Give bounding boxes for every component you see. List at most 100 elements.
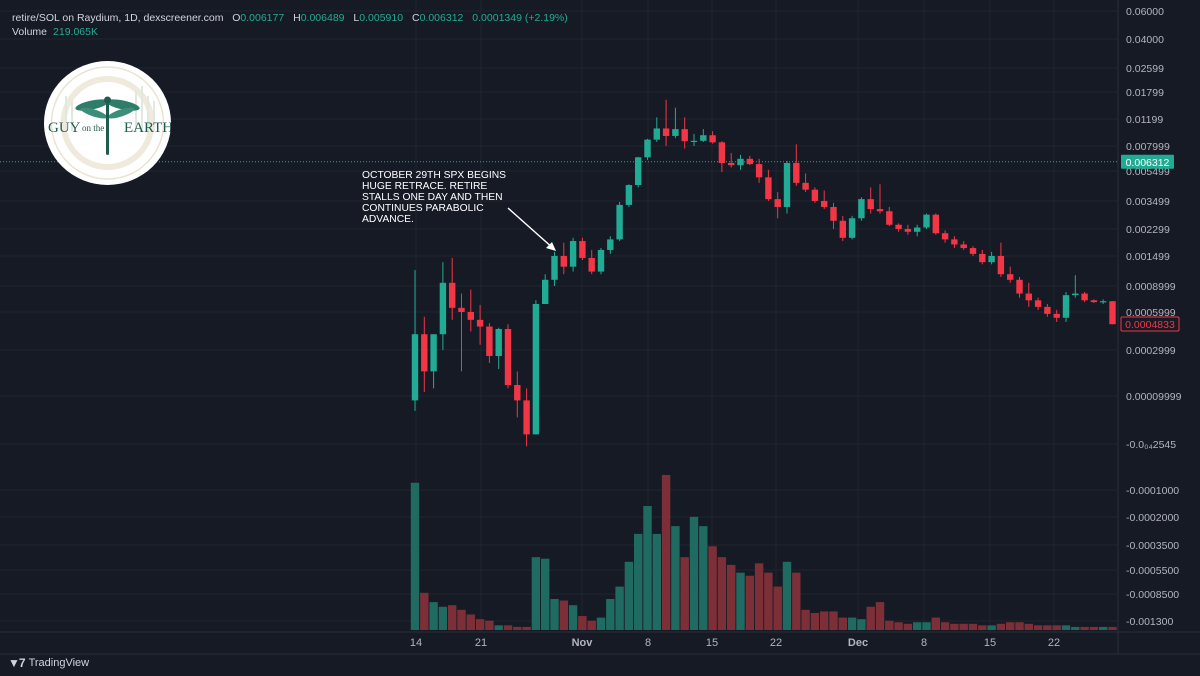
volume-bar — [429, 602, 438, 630]
price-axis-label: -0.0₀₄2545 — [1126, 439, 1176, 451]
volume-bar — [820, 611, 829, 630]
candle-body — [718, 142, 726, 163]
current-price-badge-bg — [1120, 316, 1180, 332]
candle-body — [1081, 293, 1088, 301]
price-axis-label: 0.04000 — [1126, 34, 1164, 46]
volume-bar — [448, 605, 457, 630]
time-axis-label: Nov — [572, 637, 594, 649]
volume-bar — [792, 572, 801, 630]
candle-down — [579, 237, 586, 261]
time-axis-label: 22 — [770, 637, 782, 649]
candle-body — [644, 139, 651, 158]
candle-body — [690, 140, 698, 142]
volume-bar — [922, 622, 931, 630]
close-label: C — [411, 12, 420, 24]
candle-up — [783, 160, 791, 214]
volume-bar — [494, 625, 503, 630]
candle-down — [421, 316, 428, 393]
volume-bar — [578, 616, 587, 630]
volume-bar — [764, 572, 773, 630]
tradingview-logo-icon: ▼7 — [8, 656, 26, 670]
candle-body — [523, 400, 530, 435]
volume-bar — [457, 609, 466, 630]
low-label: L — [353, 12, 360, 24]
volume-bar — [587, 620, 596, 630]
volume-bar — [996, 623, 1006, 630]
candle-down — [514, 371, 521, 418]
annotation-text: OCTOBER 29TH SPX BEGINS HUGE RETRACE. RE… — [362, 170, 507, 225]
volume-bar — [503, 625, 513, 630]
arrow-shaft — [507, 207, 555, 250]
volume-axis-label: -0.0002000 — [1126, 512, 1179, 524]
candle-down — [662, 99, 670, 146]
candle-down — [941, 230, 949, 243]
candle-down — [876, 184, 884, 214]
candle-down — [821, 190, 828, 210]
volume-bar — [1024, 623, 1033, 630]
candle-up — [1100, 299, 1107, 304]
candle-up — [690, 133, 698, 146]
volume-bar — [773, 586, 782, 630]
volume-bar — [987, 625, 996, 630]
volume-label: Volume — [12, 26, 48, 38]
candle-body — [1109, 301, 1116, 325]
price-axis-label: 0.01799 — [1126, 87, 1164, 99]
candle-body — [476, 319, 484, 327]
candle-body — [1062, 295, 1070, 318]
candle-down — [1109, 301, 1116, 325]
candle-up — [635, 156, 642, 188]
volume-bar — [438, 606, 448, 630]
tradingview-brand[interactable]: ▼7 TradingView — [8, 656, 89, 670]
candle-body — [765, 177, 772, 200]
volume-bar — [903, 623, 913, 630]
candle-up — [672, 107, 679, 139]
candle-body — [774, 199, 781, 207]
volume-bar — [810, 612, 820, 630]
candle-body — [755, 164, 763, 178]
volume-bar — [1015, 622, 1024, 630]
candle-body — [988, 255, 995, 263]
candle-down — [476, 304, 484, 345]
volume-bars — [410, 475, 1117, 630]
candle-down — [1016, 276, 1023, 298]
candle-down — [997, 242, 1005, 277]
candle-body — [514, 385, 521, 401]
candle-body — [941, 233, 949, 240]
candle-body — [728, 162, 735, 166]
volume-value: 219.065K — [53, 26, 98, 38]
candle-down — [895, 223, 902, 232]
price-axis-label: 0.06000 — [1126, 6, 1164, 18]
candle-body — [625, 185, 633, 205]
volume-bar — [950, 623, 959, 630]
candle-up — [988, 251, 995, 265]
price-axis-label: 0.00009999 — [1126, 391, 1182, 403]
volume-bar — [931, 617, 940, 630]
volume-bar — [1099, 626, 1108, 630]
volume-bar — [717, 557, 727, 630]
candle-body — [495, 328, 502, 356]
volume-bar — [680, 557, 689, 630]
volume-bar — [661, 475, 671, 630]
candle-up — [411, 270, 419, 411]
candle-body — [1044, 306, 1051, 314]
candle-down — [1025, 282, 1032, 307]
candle-body — [858, 199, 865, 219]
volume-bar — [671, 526, 680, 630]
candle-body — [951, 239, 958, 245]
candle-down — [969, 246, 977, 256]
current-price-badge-text: 0.0004833 — [1125, 319, 1175, 331]
candle-body — [681, 129, 688, 142]
candle-up — [569, 237, 577, 272]
candle-up — [1062, 291, 1070, 322]
candle-body — [607, 239, 614, 250]
high-label: H — [293, 12, 301, 24]
close-value: 0.006312 — [419, 12, 464, 24]
candle-body — [439, 282, 447, 335]
candle-body — [467, 311, 474, 320]
high-value: 0.006489 — [300, 12, 345, 24]
candle-body — [830, 206, 837, 221]
volume-bar — [689, 516, 699, 630]
volume-bar — [1080, 626, 1089, 630]
